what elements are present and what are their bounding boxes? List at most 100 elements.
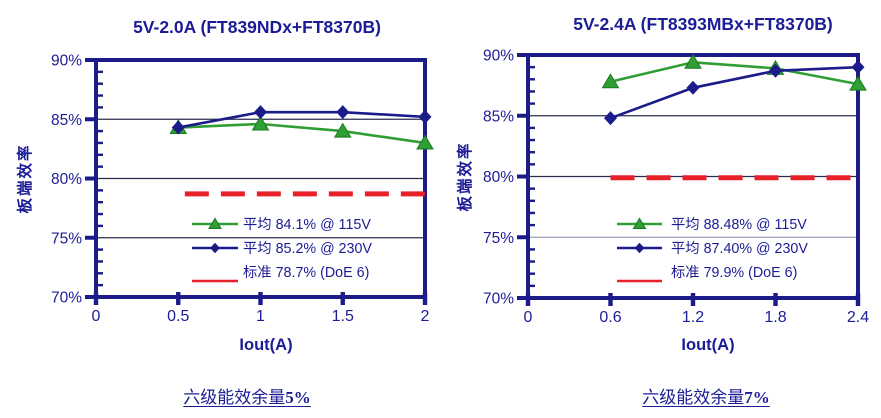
x-major-tick (525, 293, 531, 306)
y-axis: 90% 85% 80% 75% 70% (483, 48, 528, 308)
marker-diamond (171, 120, 185, 135)
legend-item-label: 平均 87.40% @ 230V (671, 240, 808, 257)
x-tick-label: 2.4 (847, 309, 869, 326)
margin-caption-right-text: 六级能效余量 (642, 388, 745, 407)
y-minor-tick (98, 153, 103, 156)
y-major-tick (517, 296, 528, 300)
y-tick-label: 85% (51, 112, 82, 129)
y-axis-title: 板端效率 (15, 143, 34, 213)
x-major-tick (258, 292, 263, 305)
y-major-tick (85, 176, 96, 181)
marker-diamond (604, 111, 617, 126)
y-minor-tick (530, 272, 535, 275)
marker-triangle (416, 134, 434, 150)
y-minor-tick (530, 102, 535, 105)
y-minor-tick (98, 212, 103, 216)
y-minor-tick (530, 187, 535, 190)
x-axis-title: Iout(A) (239, 336, 292, 354)
series-diamond (604, 60, 865, 126)
y-minor-tick (98, 248, 103, 251)
x-axis: 0 0.5 1 1.5 2 (92, 292, 430, 325)
y-minor-tick (98, 70, 103, 74)
series-diamond (171, 105, 432, 135)
x-major-tick (176, 292, 181, 305)
y-minor-tick (530, 65, 535, 69)
y-minor-tick (530, 151, 535, 154)
marker-diamond (851, 60, 865, 75)
x-major-tick (422, 292, 428, 305)
y-minor-tick (98, 141, 103, 145)
x-tick-label: 0 (92, 308, 101, 325)
y-minor-tick (98, 106, 103, 109)
margin-caption-left: 六级能效余量5% (183, 383, 311, 408)
chart-title: 5V-2.0A (FT839NDx+FT8370B) (133, 17, 381, 37)
legend: 平均 84.1% @ 115V 平均 85.2% @ 230V 标准 78.7% (… (192, 216, 372, 283)
series-line (610, 65, 859, 120)
legend-item-label: 平均 85.2% @ 230V (243, 240, 372, 257)
legend-item-label: 平均 84.1% @ 115V (243, 216, 371, 233)
marker-diamond (336, 105, 350, 120)
y-major-tick (85, 117, 96, 122)
marker-diamond (634, 242, 645, 254)
x-tick-label: 0.5 (167, 308, 189, 325)
marker-diamond (769, 63, 782, 78)
series-line (178, 122, 426, 145)
chart-title: 5V-2.4A (FT8393MBx+FT8370B) (573, 14, 833, 34)
efficiency-chart-5v-2-4a: 5V-2.4A (FT8393MBx+FT8370B) 90% 85% 80% 75% 7… (455, 14, 869, 354)
y-minor-tick (530, 126, 535, 130)
x-axis-title: Iout(A) (681, 336, 734, 354)
x-major-tick (340, 292, 345, 305)
chart-block-5v-2-4a: 5V-2.4A (FT8393MBx+FT8370B) 90% 85% 80% 75% 7… (441, 0, 881, 418)
x-tick-label: 1 (256, 308, 265, 325)
y-minor-tick (98, 129, 103, 133)
x-tick-label: 2 (421, 308, 430, 325)
marker-diamond (686, 80, 700, 95)
y-minor-tick (530, 223, 535, 227)
x-major-tick (93, 292, 99, 305)
x-tick-label: 0 (524, 309, 533, 326)
legend-item-label: 标准 78.7% (DoE 6) (243, 264, 369, 281)
y-major-tick (517, 174, 528, 179)
marker-triangle (208, 217, 222, 229)
y-major-tick (517, 113, 528, 118)
y-tick-label: 80% (483, 169, 514, 186)
y-minor-tick (530, 138, 535, 142)
y-minor-ticks (530, 65, 535, 288)
margin-caption-left-text: 六级能效余量 (183, 388, 286, 407)
y-minor-tick (530, 260, 535, 263)
y-minor-tick (98, 260, 103, 263)
marker-diamond (254, 105, 267, 120)
x-major-tick (608, 293, 613, 306)
chart-block-5v-2a: 5V-2.0A (FT839NDx+FT8370B) 90% 85% 80% 75% 70… (0, 0, 440, 418)
y-axis: 90% 85% 80% 75% 70% (51, 53, 96, 307)
x-major-tick (690, 293, 696, 306)
series-line (610, 60, 859, 86)
y-tick-label: 90% (51, 53, 82, 70)
y-tick-label: 90% (483, 48, 514, 65)
x-tick-label: 1.8 (764, 309, 786, 326)
legend-item-label: 平均 88.48% @ 115V (671, 216, 807, 233)
y-major-tick (85, 295, 96, 299)
y-minor-tick (98, 283, 103, 287)
marker-triangle (632, 217, 647, 229)
legend-item-label: 标准 79.9% (DoE 6) (671, 264, 797, 281)
y-minor-tick (530, 199, 535, 202)
y-tick-label: 75% (483, 230, 514, 247)
y-major-tick (517, 235, 528, 240)
series-triangle (601, 53, 867, 91)
y-axis-title: 板端效率 (455, 141, 474, 211)
y-tick-label: 80% (51, 171, 82, 188)
y-minor-tick (98, 201, 103, 204)
marker-triangle (601, 73, 620, 89)
x-tick-label: 0.6 (599, 309, 621, 326)
y-minor-tick (530, 284, 535, 288)
y-tick-label: 70% (51, 290, 82, 307)
series-line (178, 110, 426, 129)
y-minor-ticks (98, 70, 103, 287)
y-minor-tick (98, 189, 103, 192)
x-tick-label: 1.5 (332, 308, 354, 325)
y-minor-tick (98, 82, 103, 85)
y-minor-tick (98, 272, 103, 275)
marker-diamond (210, 242, 220, 254)
